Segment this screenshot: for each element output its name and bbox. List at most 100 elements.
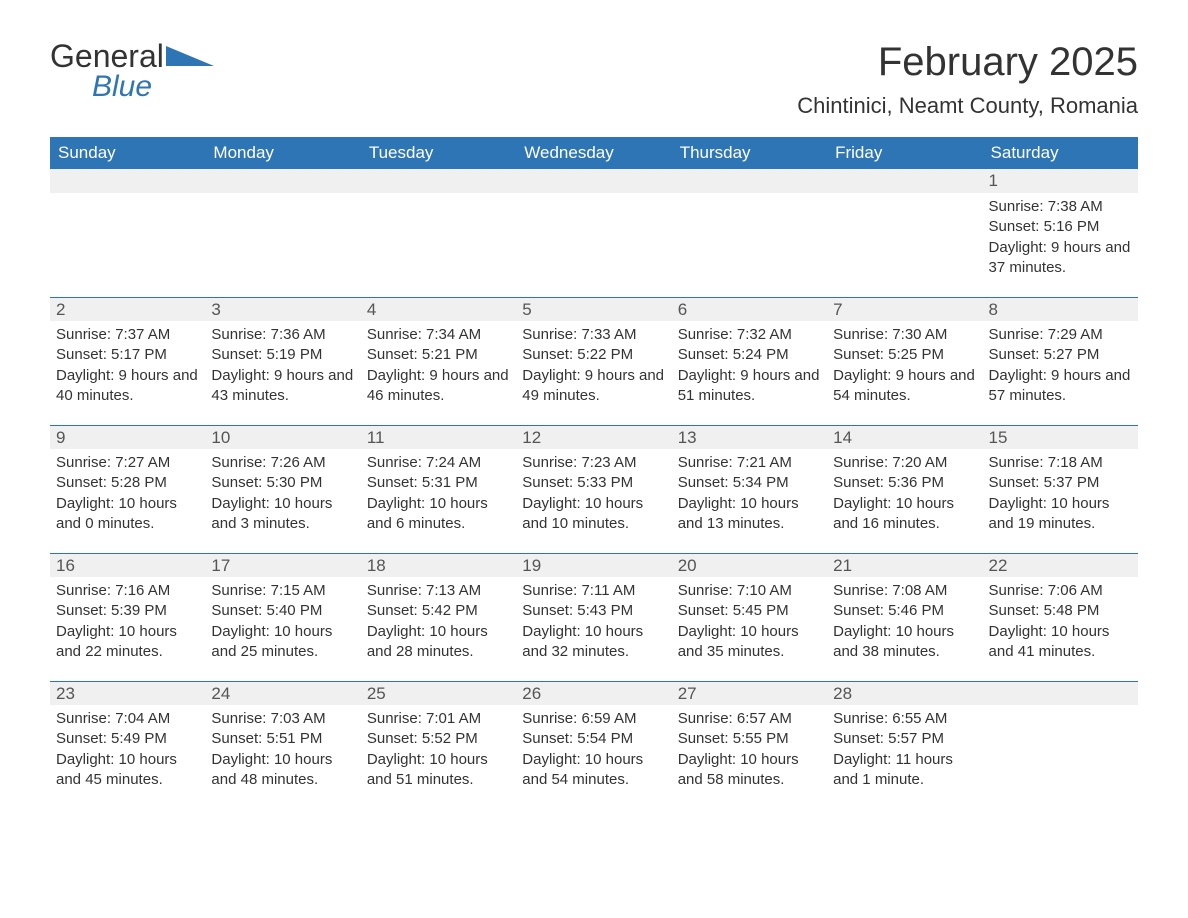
day-content: Sunrise: 7:37 AMSunset: 5:17 PMDaylight:… (50, 321, 205, 416)
sunrise-text: Sunrise: 7:11 AM (522, 581, 665, 601)
day-content: Sunrise: 7:04 AMSunset: 5:49 PMDaylight:… (50, 705, 205, 800)
sunrise-text: Sunrise: 7:38 AM (989, 197, 1132, 217)
day-content: Sunrise: 7:30 AMSunset: 5:25 PMDaylight:… (827, 321, 982, 416)
daylight-text: Daylight: 10 hours and 51 minutes. (367, 750, 510, 791)
month-title: February 2025 (797, 40, 1138, 85)
calendar-day-cell: 15Sunrise: 7:18 AMSunset: 5:37 PMDayligh… (983, 425, 1138, 553)
day-content (516, 193, 671, 207)
sunrise-text: Sunrise: 7:36 AM (211, 325, 354, 345)
day-content (983, 705, 1138, 719)
calendar-empty-cell (361, 169, 516, 297)
day-content: Sunrise: 7:03 AMSunset: 5:51 PMDaylight:… (205, 705, 360, 800)
logo-word1: General (50, 40, 164, 72)
day-number: 22 (983, 553, 1138, 577)
sunset-text: Sunset: 5:51 PM (211, 729, 354, 749)
daylight-text: Daylight: 10 hours and 22 minutes. (56, 622, 199, 663)
sunrise-text: Sunrise: 7:30 AM (833, 325, 976, 345)
sunrise-text: Sunrise: 7:08 AM (833, 581, 976, 601)
weekday-header: Thursday (672, 137, 827, 169)
sunrise-text: Sunrise: 7:10 AM (678, 581, 821, 601)
sunset-text: Sunset: 5:37 PM (989, 473, 1132, 493)
day-content (50, 193, 205, 207)
daylight-text: Daylight: 10 hours and 32 minutes. (522, 622, 665, 663)
sunset-text: Sunset: 5:22 PM (522, 345, 665, 365)
day-number: 16 (50, 553, 205, 577)
calendar-week-row: 9Sunrise: 7:27 AMSunset: 5:28 PMDaylight… (50, 425, 1138, 553)
calendar-empty-cell (983, 681, 1138, 809)
weekday-header: Monday (205, 137, 360, 169)
day-number: 25 (361, 681, 516, 705)
day-number: 10 (205, 425, 360, 449)
calendar-day-cell: 20Sunrise: 7:10 AMSunset: 5:45 PMDayligh… (672, 553, 827, 681)
sunrise-text: Sunrise: 7:23 AM (522, 453, 665, 473)
day-number: 20 (672, 553, 827, 577)
calendar-day-cell: 4Sunrise: 7:34 AMSunset: 5:21 PMDaylight… (361, 297, 516, 425)
logo-word2: Blue (92, 70, 152, 104)
daylight-text: Daylight: 10 hours and 25 minutes. (211, 622, 354, 663)
daylight-text: Daylight: 11 hours and 1 minute. (833, 750, 976, 791)
sunset-text: Sunset: 5:25 PM (833, 345, 976, 365)
calendar-day-cell: 2Sunrise: 7:37 AMSunset: 5:17 PMDaylight… (50, 297, 205, 425)
weekday-header: Tuesday (361, 137, 516, 169)
day-number: 4 (361, 297, 516, 321)
day-number (516, 169, 671, 193)
day-number (983, 681, 1138, 705)
day-content: Sunrise: 6:57 AMSunset: 5:55 PMDaylight:… (672, 705, 827, 800)
calendar-day-cell: 5Sunrise: 7:33 AMSunset: 5:22 PMDaylight… (516, 297, 671, 425)
daylight-text: Daylight: 10 hours and 41 minutes. (989, 622, 1132, 663)
day-content (205, 193, 360, 207)
calendar-day-cell: 26Sunrise: 6:59 AMSunset: 5:54 PMDayligh… (516, 681, 671, 809)
daylight-text: Daylight: 9 hours and 57 minutes. (989, 366, 1132, 407)
day-content: Sunrise: 7:16 AMSunset: 5:39 PMDaylight:… (50, 577, 205, 672)
day-number: 13 (672, 425, 827, 449)
day-content: Sunrise: 7:11 AMSunset: 5:43 PMDaylight:… (516, 577, 671, 672)
day-number: 9 (50, 425, 205, 449)
daylight-text: Daylight: 9 hours and 40 minutes. (56, 366, 199, 407)
day-content: Sunrise: 7:34 AMSunset: 5:21 PMDaylight:… (361, 321, 516, 416)
sunset-text: Sunset: 5:49 PM (56, 729, 199, 749)
day-content: Sunrise: 7:32 AMSunset: 5:24 PMDaylight:… (672, 321, 827, 416)
logo: General Blue (50, 40, 214, 104)
calendar-week-row: 16Sunrise: 7:16 AMSunset: 5:39 PMDayligh… (50, 553, 1138, 681)
daylight-text: Daylight: 10 hours and 38 minutes. (833, 622, 976, 663)
sunset-text: Sunset: 5:57 PM (833, 729, 976, 749)
sunset-text: Sunset: 5:34 PM (678, 473, 821, 493)
sunset-text: Sunset: 5:24 PM (678, 345, 821, 365)
daylight-text: Daylight: 9 hours and 37 minutes. (989, 238, 1132, 279)
logo-triangle-icon (166, 46, 214, 66)
sunset-text: Sunset: 5:40 PM (211, 601, 354, 621)
calendar-day-cell: 6Sunrise: 7:32 AMSunset: 5:24 PMDaylight… (672, 297, 827, 425)
day-number (361, 169, 516, 193)
day-number: 23 (50, 681, 205, 705)
day-content: Sunrise: 7:24 AMSunset: 5:31 PMDaylight:… (361, 449, 516, 544)
day-number: 28 (827, 681, 982, 705)
day-number: 11 (361, 425, 516, 449)
sunrise-text: Sunrise: 7:32 AM (678, 325, 821, 345)
location: Chintinici, Neamt County, Romania (797, 93, 1138, 119)
day-number: 2 (50, 297, 205, 321)
calendar-body: 1Sunrise: 7:38 AMSunset: 5:16 PMDaylight… (50, 169, 1138, 809)
day-number: 17 (205, 553, 360, 577)
sunrise-text: Sunrise: 7:34 AM (367, 325, 510, 345)
calendar-empty-cell (516, 169, 671, 297)
day-number: 27 (672, 681, 827, 705)
calendar-day-cell: 21Sunrise: 7:08 AMSunset: 5:46 PMDayligh… (827, 553, 982, 681)
calendar-day-cell: 3Sunrise: 7:36 AMSunset: 5:19 PMDaylight… (205, 297, 360, 425)
calendar-day-cell: 24Sunrise: 7:03 AMSunset: 5:51 PMDayligh… (205, 681, 360, 809)
day-content: Sunrise: 7:13 AMSunset: 5:42 PMDaylight:… (361, 577, 516, 672)
calendar-day-cell: 28Sunrise: 6:55 AMSunset: 5:57 PMDayligh… (827, 681, 982, 809)
daylight-text: Daylight: 10 hours and 35 minutes. (678, 622, 821, 663)
daylight-text: Daylight: 10 hours and 0 minutes. (56, 494, 199, 535)
sunrise-text: Sunrise: 7:04 AM (56, 709, 199, 729)
weekday-header: Wednesday (516, 137, 671, 169)
calendar-day-cell: 9Sunrise: 7:27 AMSunset: 5:28 PMDaylight… (50, 425, 205, 553)
calendar-week-row: 23Sunrise: 7:04 AMSunset: 5:49 PMDayligh… (50, 681, 1138, 809)
day-number: 15 (983, 425, 1138, 449)
daylight-text: Daylight: 10 hours and 3 minutes. (211, 494, 354, 535)
day-content: Sunrise: 7:08 AMSunset: 5:46 PMDaylight:… (827, 577, 982, 672)
calendar-day-cell: 13Sunrise: 7:21 AMSunset: 5:34 PMDayligh… (672, 425, 827, 553)
day-content: Sunrise: 7:26 AMSunset: 5:30 PMDaylight:… (205, 449, 360, 544)
day-number: 8 (983, 297, 1138, 321)
sunrise-text: Sunrise: 7:26 AM (211, 453, 354, 473)
sunrise-text: Sunrise: 7:13 AM (367, 581, 510, 601)
